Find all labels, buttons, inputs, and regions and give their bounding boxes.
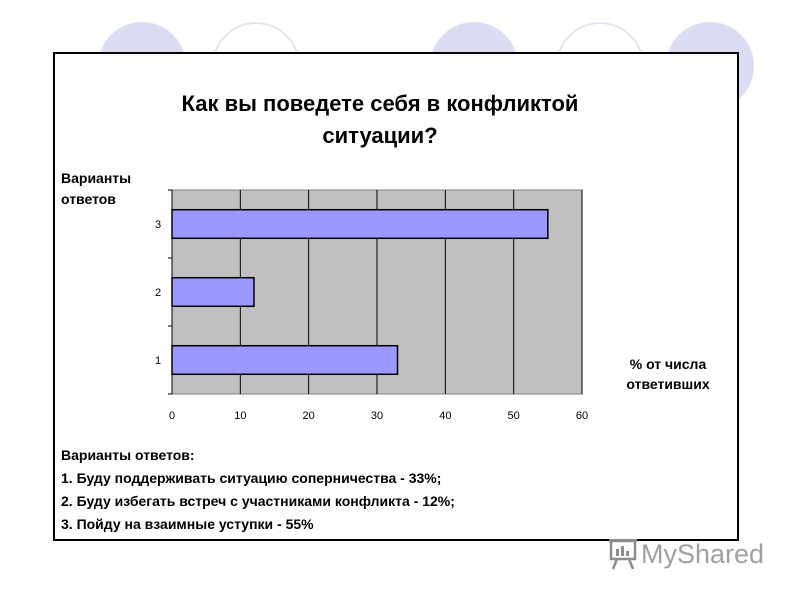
x-tick-label: 60: [576, 410, 588, 422]
bar-chart: 0 10 20 30 40 50 60 1 2 3: [155, 189, 588, 422]
slide-frame: Как вы поведете себя в конфликтой ситуац…: [53, 52, 739, 541]
x-axis-title: % от числа ответивших: [626, 356, 710, 392]
y-tick-label: 1: [155, 355, 161, 367]
bar: [171, 208, 549, 240]
x-tick-label: 30: [371, 410, 383, 422]
x-tick-label: 20: [303, 410, 315, 422]
answer-item-2: 2. Буду избегать встреч с участниками ко…: [61, 493, 455, 509]
answer-item-1: 1. Буду поддерживать ситуацию соперничес…: [61, 470, 442, 486]
x-tick-label: 0: [169, 410, 175, 422]
logo-text: MyShared: [641, 538, 765, 569]
y-tick-label: 3: [155, 219, 161, 231]
myshared-logo: MyShared: [607, 538, 764, 570]
presentation-board-icon: [609, 539, 637, 570]
answers-heading: Варианты ответов:: [61, 447, 195, 463]
x-tick-label: 50: [508, 410, 520, 422]
bar: [171, 276, 255, 308]
x-tick-label: 10: [234, 410, 246, 422]
answer-item-3: 3. Пойду на взаимные уступки - 55%: [61, 516, 314, 532]
answers-legend: Варианты ответов: 1. Буду поддерживать с…: [61, 444, 721, 536]
x-tick-label: 40: [439, 410, 451, 422]
bar: [171, 344, 399, 376]
y-axis-title: Варианты ответов: [61, 170, 132, 207]
chart-title: Как вы поведете себя в конфликтой ситуац…: [181, 91, 579, 148]
y-tick-label: 2: [155, 287, 161, 299]
